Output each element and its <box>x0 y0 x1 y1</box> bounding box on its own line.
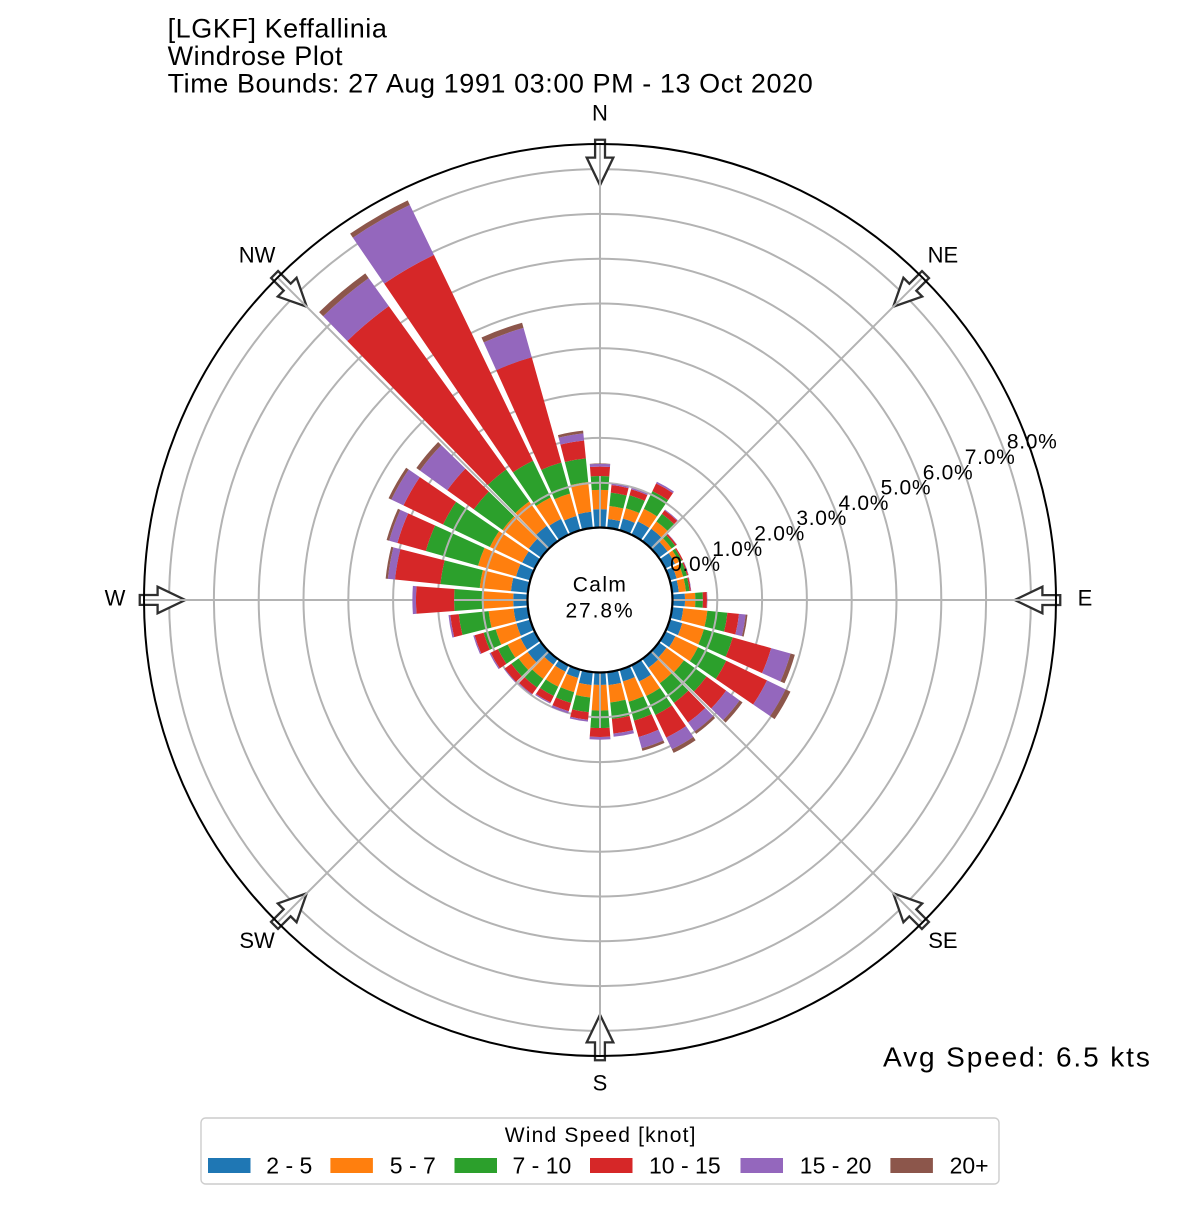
svg-text:SW: SW <box>239 928 275 953</box>
svg-text:Avg Speed: 6.5 kts: Avg Speed: 6.5 kts <box>883 1042 1152 1073</box>
svg-text:W: W <box>105 585 126 610</box>
svg-text:5 - 7: 5 - 7 <box>390 1152 436 1178</box>
svg-text:[LGKF] Keffallinia: [LGKF] Keffallinia <box>168 14 388 44</box>
svg-text:NE: NE <box>928 242 959 267</box>
svg-text:10 - 15: 10 - 15 <box>649 1152 721 1178</box>
svg-text:3.0%: 3.0% <box>796 507 847 530</box>
svg-text:27.8%: 27.8% <box>565 600 634 623</box>
svg-text:Windrose Plot: Windrose Plot <box>168 41 343 71</box>
svg-text:7 - 10: 7 - 10 <box>513 1152 572 1178</box>
svg-text:1.0%: 1.0% <box>712 538 763 561</box>
svg-text:Time Bounds: 27 Aug 1991 03:00: Time Bounds: 27 Aug 1991 03:00 PM - 13 O… <box>168 69 814 99</box>
svg-text:15 - 20: 15 - 20 <box>800 1152 872 1178</box>
svg-text:Wind Speed [knot]: Wind Speed [knot] <box>505 1124 697 1147</box>
svg-text:6.0%: 6.0% <box>923 461 974 484</box>
svg-text:8.0%: 8.0% <box>1007 431 1058 454</box>
svg-text:0.0%: 0.0% <box>670 553 721 576</box>
svg-text:4.0%: 4.0% <box>839 492 890 515</box>
svg-text:2.0%: 2.0% <box>754 523 805 546</box>
svg-text:2 - 5: 2 - 5 <box>266 1152 312 1178</box>
svg-text:7.0%: 7.0% <box>965 446 1016 469</box>
svg-text:E: E <box>1078 585 1093 610</box>
svg-text:SE: SE <box>928 928 957 953</box>
svg-text:Calm: Calm <box>573 573 628 596</box>
svg-text:S: S <box>593 1070 608 1095</box>
svg-text:NW: NW <box>239 242 276 267</box>
svg-text:5.0%: 5.0% <box>881 477 932 500</box>
svg-text:20+: 20+ <box>950 1152 989 1178</box>
svg-text:N: N <box>592 100 608 125</box>
